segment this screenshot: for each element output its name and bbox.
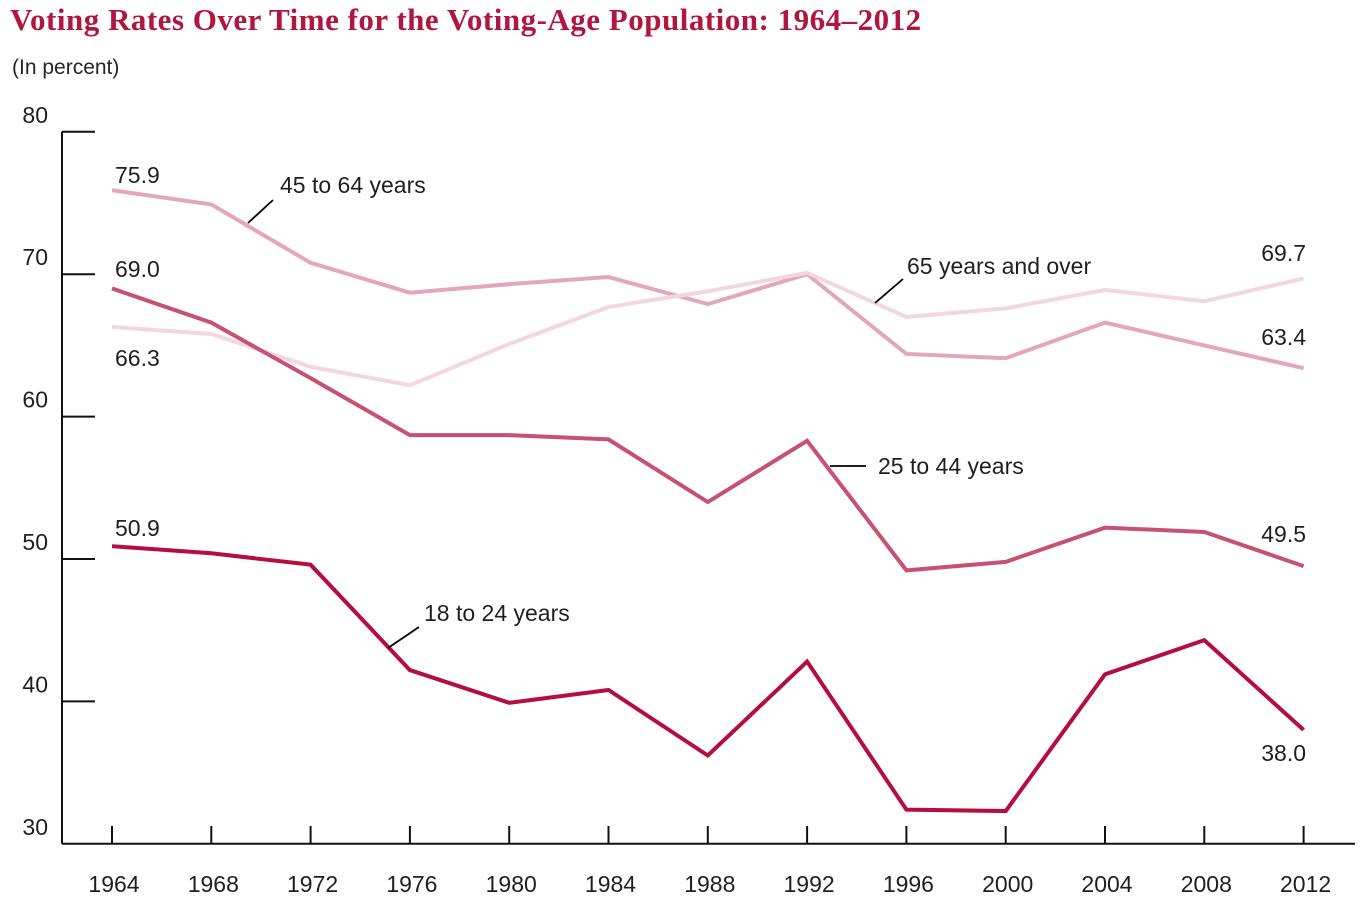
figure-unit-label: (In percent) <box>12 56 120 79</box>
data-point-label: 63.4 <box>1261 324 1306 350</box>
y-axis-tick-label: 40 <box>22 671 48 697</box>
series-label-pointer-line <box>247 199 274 224</box>
series-label-pointer-line <box>874 278 904 304</box>
y-axis-tick-label: 70 <box>22 244 48 270</box>
x-axis-tick-label: 1980 <box>486 871 537 897</box>
x-axis-tick-label: 2008 <box>1181 871 1232 897</box>
x-axis-tick-label: 1964 <box>88 871 139 897</box>
figure-title: Voting Rates Over Time for the Voting-Ag… <box>10 2 922 37</box>
data-point-label: 38.0 <box>1261 740 1306 766</box>
series-line-65-years-and-over <box>111 270 1305 388</box>
x-axis-tick-label: 1988 <box>684 871 735 897</box>
series-line-25-to-44-years <box>111 286 1305 573</box>
y-axis-tick-label: 30 <box>22 814 48 840</box>
y-axis-tick-label: 60 <box>22 387 48 413</box>
x-axis-tick-label: 1968 <box>188 871 239 897</box>
series-label-pointer-line <box>387 626 420 649</box>
x-axis-tick-label: 1976 <box>386 871 437 897</box>
series-line-18-to-24-years <box>111 544 1305 814</box>
x-axis-tick-label: 2000 <box>982 871 1033 897</box>
y-axis-tick-label: 50 <box>22 529 48 555</box>
x-axis-tick-label: 1972 <box>287 871 338 897</box>
series-line-45-to-64-years <box>111 188 1305 371</box>
series-label: 18 to 24 years <box>424 600 570 626</box>
data-point-label: 50.9 <box>115 515 160 541</box>
series-label: 25 to 44 years <box>878 453 1024 479</box>
x-axis-tick-label: 2004 <box>1081 871 1132 897</box>
data-point-label: 49.5 <box>1261 521 1306 547</box>
x-axis-tick-label: 2012 <box>1280 871 1331 897</box>
x-axis-tick-label: 1992 <box>784 871 835 897</box>
series-label: 65 years and over <box>907 253 1091 279</box>
data-point-label: 69.7 <box>1261 240 1306 266</box>
data-point-label: 75.9 <box>115 162 160 188</box>
x-axis-tick-label: 1996 <box>883 871 934 897</box>
data-point-label: 69.0 <box>115 256 160 282</box>
series-label: 45 to 64 years <box>280 172 426 198</box>
data-point-label: 66.3 <box>115 345 160 371</box>
y-axis-tick-label: 80 <box>22 102 48 128</box>
x-axis-tick-label: 1984 <box>585 871 636 897</box>
